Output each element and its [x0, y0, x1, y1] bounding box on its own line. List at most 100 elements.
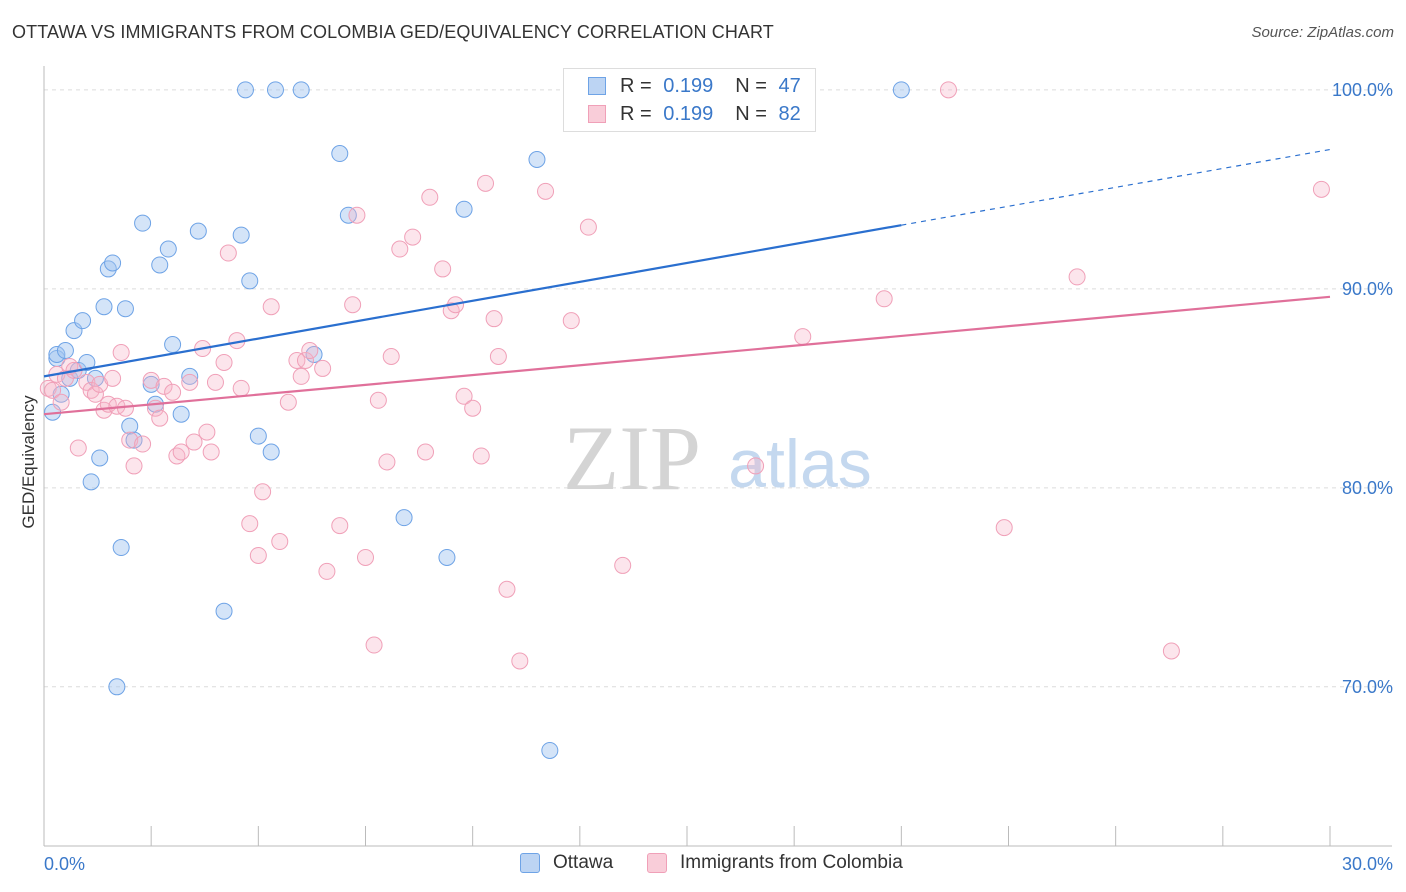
- colombia-point: [498, 580, 516, 598]
- colombia-point: [219, 244, 237, 262]
- chart-title: OTTAWA VS IMMIGRANTS FROM COLOMBIA GED/E…: [12, 22, 774, 42]
- colombia-point: [215, 353, 233, 371]
- x-tick-label: 30.0%: [1342, 854, 1393, 874]
- grid-layer: [44, 89, 1392, 688]
- ottawa-point: [395, 509, 413, 527]
- ottawa-point: [339, 206, 357, 224]
- colombia-point: [378, 453, 396, 471]
- ottawa-point: [249, 427, 267, 445]
- ottawa-point: [91, 449, 109, 467]
- ottawa-point: [541, 741, 559, 759]
- colombia-point: [344, 296, 362, 314]
- colombia-point: [477, 174, 495, 192]
- colombia-point: [288, 351, 306, 369]
- ottawa-point: [892, 81, 910, 99]
- colombia-point: [206, 373, 224, 391]
- colombia-point: [292, 367, 310, 385]
- ottawa-point: [159, 240, 177, 258]
- colombia-point: [181, 373, 199, 391]
- ottawa-point: [95, 298, 113, 316]
- colombia-point: [489, 347, 507, 365]
- y-tick-label: 70.0%: [1342, 677, 1393, 697]
- colombia-point: [44, 381, 62, 399]
- ottawa-point: [142, 375, 160, 393]
- colombia-point: [404, 228, 422, 246]
- ottawa-point: [121, 417, 139, 435]
- trend-layer: [43, 148, 1331, 416]
- colombia-point: [104, 369, 122, 387]
- colombia-point: [875, 290, 893, 308]
- colombia-point: [232, 379, 250, 397]
- colombia-point: [69, 439, 87, 457]
- colombia-point: [537, 182, 555, 200]
- colombia-point: [1162, 642, 1180, 660]
- colombia-swatch: [588, 105, 606, 123]
- colombia-point: [112, 344, 130, 362]
- ottawa-point: [99, 260, 117, 278]
- r-label: R =: [620, 102, 652, 125]
- y-tick-label: 90.0%: [1342, 279, 1393, 299]
- colombia-point: [747, 457, 765, 475]
- ottawa-point: [236, 81, 254, 99]
- ottawa-point: [455, 200, 473, 218]
- colombia-point: [202, 443, 220, 461]
- y-tick-label: 100.0%: [1332, 80, 1393, 100]
- ottawa-point: [262, 443, 280, 461]
- ottawa-point: [151, 256, 169, 274]
- ottawa-point: [292, 81, 310, 99]
- ottawa-point: [56, 342, 74, 360]
- colombia-point: [279, 393, 297, 411]
- colombia-point: [314, 359, 332, 377]
- colombia-point: [318, 562, 336, 580]
- colombia-legend-swatch: [647, 853, 667, 873]
- colombia-point: [562, 312, 580, 330]
- colombia-point: [417, 443, 435, 461]
- y-axis-label: GED/Equivalency: [19, 395, 38, 529]
- x-tick-label: 0.0%: [44, 854, 85, 874]
- colombia-point: [391, 240, 409, 258]
- ottawa-point: [172, 405, 190, 423]
- ottawa-point: [438, 548, 456, 566]
- ottawa-point: [125, 431, 143, 449]
- ottawa-trend-line: [43, 224, 902, 378]
- colombia-point: [455, 387, 473, 405]
- legend-label-colombia: Immigrants from Colombia: [680, 852, 903, 873]
- ottawa-point: [181, 367, 199, 385]
- ottawa-point: [215, 602, 233, 620]
- colombia-point: [151, 409, 169, 427]
- colombia-point: [464, 399, 482, 417]
- colombia-point: [134, 435, 152, 453]
- colombia-point: [472, 447, 490, 465]
- ottawa-legend-swatch: [520, 853, 540, 873]
- n-label: N =: [735, 102, 767, 125]
- watermark-atlas: atlas: [728, 426, 872, 502]
- ottawa-point: [82, 473, 100, 491]
- colombia-point: [155, 377, 173, 395]
- axis-layer: 70.0% 80.0% 90.0% 100.0% 0.0% 30.0%: [43, 66, 1393, 874]
- colombia-point: [348, 206, 366, 224]
- ottawa-point: [266, 81, 284, 99]
- legend-item-colombia: Immigrants from Colombia: [647, 852, 903, 874]
- r-value: 0.199: [663, 74, 714, 97]
- ottawa-point: [65, 322, 83, 340]
- legend-row-ottawa: R = 0.199 N = 47: [588, 74, 801, 98]
- ottawa-point: [112, 539, 130, 557]
- labels-layer: GED/Equivalency: [19, 395, 38, 529]
- colombia-point: [382, 347, 400, 365]
- colombia-point: [86, 385, 104, 403]
- legend-item-ottawa: Ottawa: [520, 852, 613, 874]
- n-value: 47: [778, 74, 801, 97]
- n-label: N =: [735, 74, 767, 97]
- ottawa-point: [189, 222, 207, 240]
- ottawa-point: [528, 150, 546, 168]
- legend-row-colombia: R = 0.199 N = 82: [588, 102, 801, 126]
- ottawa-point: [164, 336, 182, 354]
- colombia-point: [164, 383, 182, 401]
- colombia-point: [442, 302, 460, 320]
- colombia-point: [939, 81, 957, 99]
- ottawa-point: [104, 254, 122, 272]
- colombia-point: [125, 457, 143, 475]
- r-label: R =: [620, 74, 652, 97]
- colombia-point: [172, 443, 190, 461]
